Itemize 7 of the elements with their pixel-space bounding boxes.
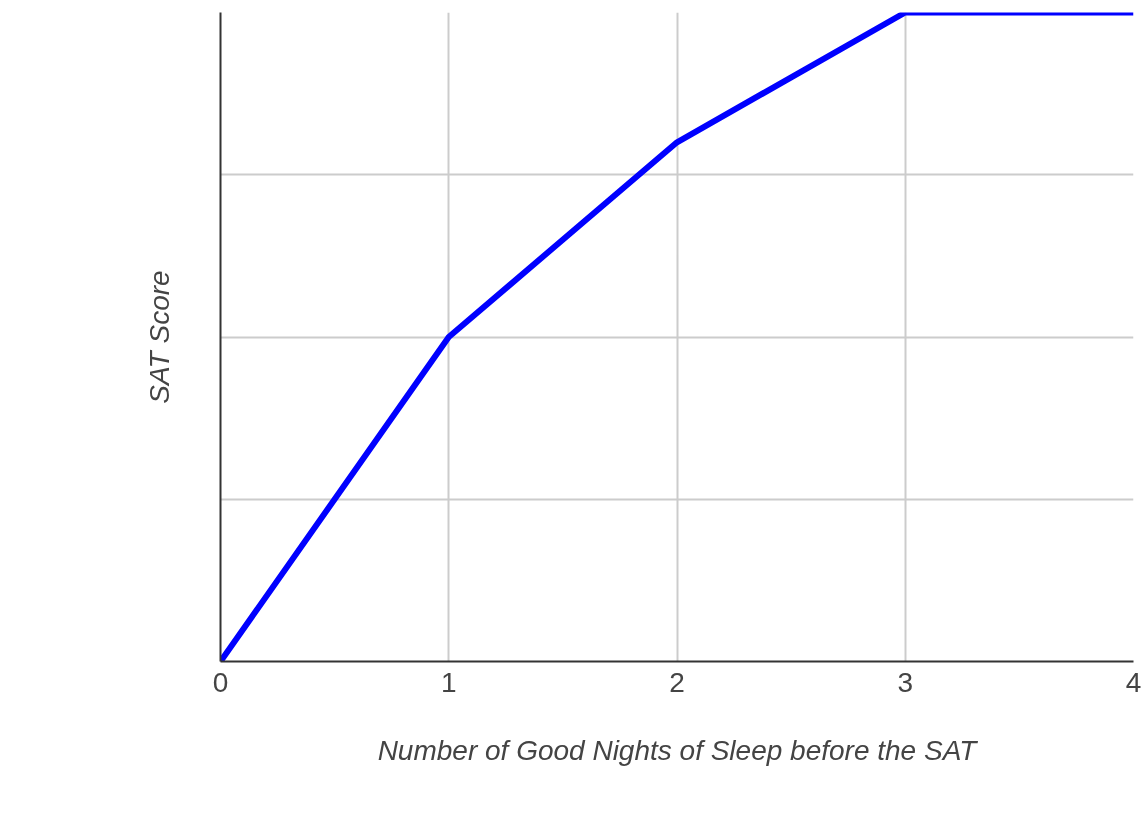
x-tick-label: 2 — [669, 666, 685, 698]
x-tick-label: 4 — [1125, 666, 1142, 698]
x-tick-label: 3 — [897, 666, 914, 698]
x-axis-title: Number of Good Nights of Sleep before the SAT — [377, 734, 979, 766]
x-tick-label: 1 — [440, 666, 457, 698]
x-tick-label: 0 — [212, 666, 229, 698]
y-axis-title: SAT Score — [143, 270, 175, 404]
